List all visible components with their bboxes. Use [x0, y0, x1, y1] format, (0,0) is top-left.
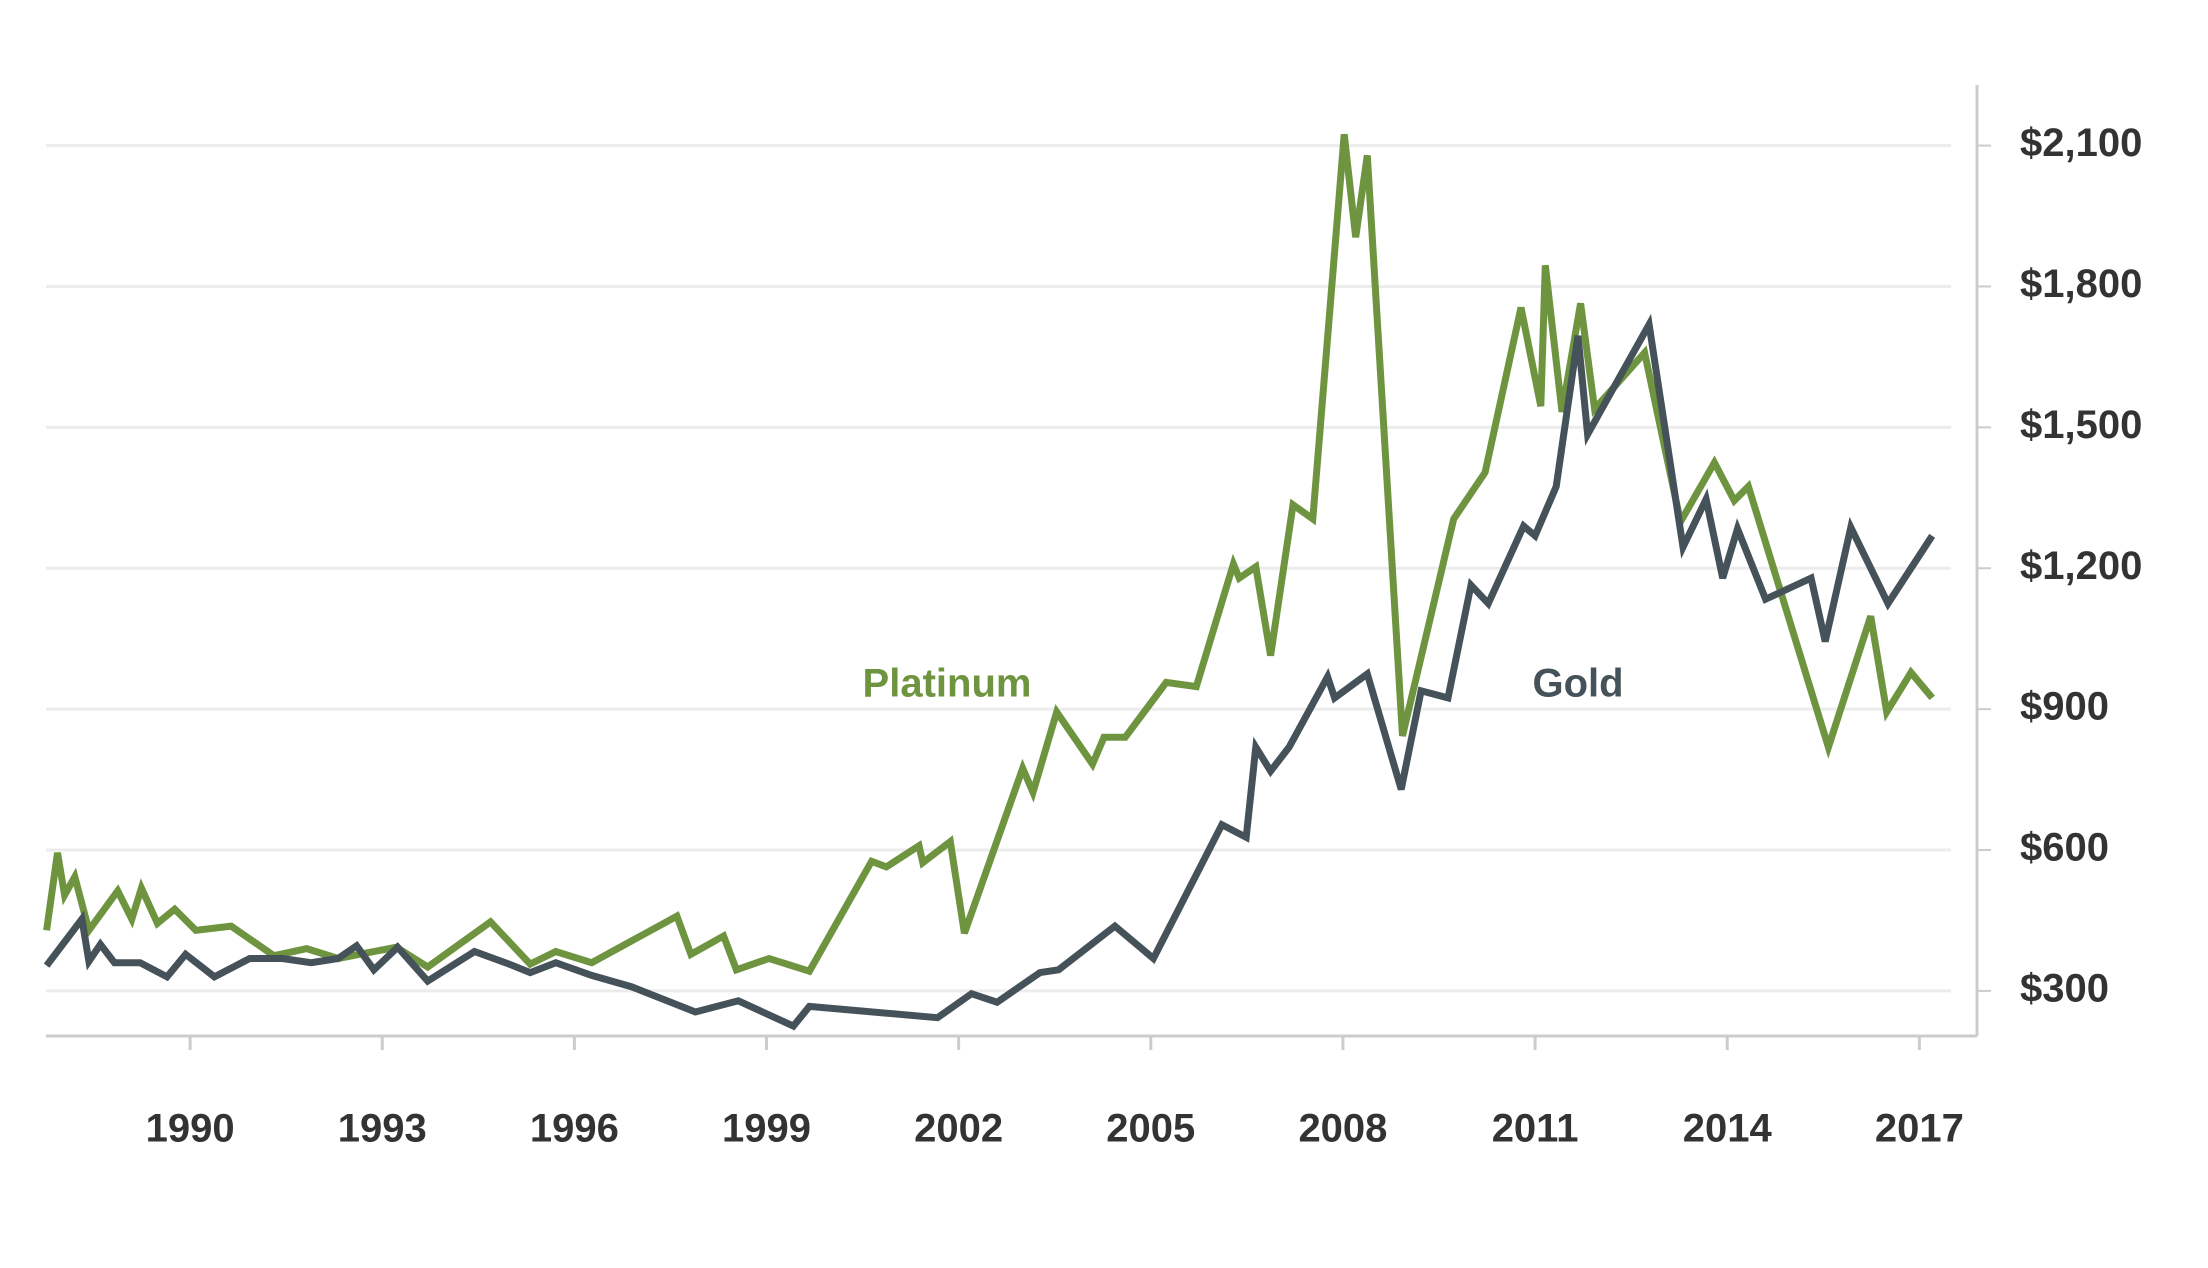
x-tick-label: 1990 [146, 1107, 235, 1151]
line-series [43, 313, 1936, 1031]
y-tick-label: $2,100 [2020, 121, 2142, 165]
x-tick-label: 1996 [530, 1107, 619, 1151]
x-tick-label: 2011 [1492, 1107, 1579, 1151]
series-label: Platinum [863, 662, 1032, 706]
x-tick-label: 2017 [1875, 1107, 1964, 1151]
y-tick-label: $900 [2020, 685, 2109, 729]
x-tick-label: 1999 [722, 1107, 811, 1151]
line-series [43, 133, 1935, 976]
y-tick-label: $1,500 [2020, 403, 2142, 447]
x-tick-label: 2014 [1683, 1107, 1773, 1151]
y-tick-label: $600 [2020, 826, 2109, 870]
x-tick-label: 2005 [1106, 1107, 1195, 1151]
x-tick-label: 1993 [338, 1107, 427, 1151]
y-tick-label: $1,800 [2020, 262, 2142, 306]
y-tick-label: $300 [2020, 966, 2109, 1010]
y-tick-label: $1,200 [2020, 544, 2142, 588]
x-tick-label: 2008 [1298, 1107, 1387, 1151]
x-tick-label: 2002 [914, 1107, 1003, 1151]
series-label: Gold [1532, 662, 1623, 706]
